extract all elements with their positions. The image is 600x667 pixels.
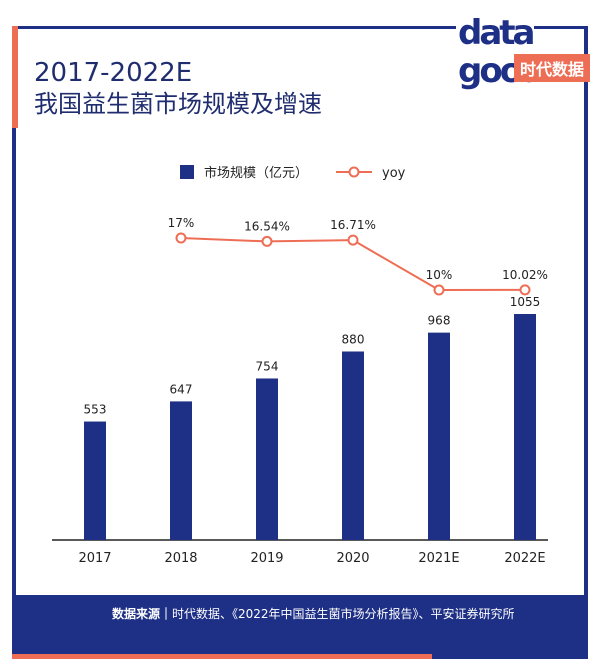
yoy-point-2022E (519, 284, 531, 296)
bar-2017 (84, 421, 106, 540)
bar-label-2021E: 968 (428, 314, 451, 328)
bar-series (84, 314, 536, 540)
chart-title: 2017-2022E 我国益生菌市场规模及增速 (34, 58, 322, 120)
source-label: 数据来源｜ (112, 607, 173, 621)
accent-bar (12, 26, 18, 128)
bar-label-2018: 647 (170, 382, 193, 396)
legend-line-label: yoy (382, 166, 406, 181)
logo-brand-box (514, 54, 590, 82)
title-line-1: 2017-2022E (34, 58, 193, 88)
yoy-label-2021E: 10% (426, 268, 453, 282)
frame-top-border (12, 26, 588, 29)
legend-bar-label: 市场规模（亿元） (204, 165, 308, 181)
logo-brand-text: 时代数据 (520, 60, 584, 79)
logo-word-top: data (458, 13, 534, 53)
bottom-accent-strip (12, 654, 432, 659)
bar-2018 (170, 401, 192, 540)
x-tick-labels: 2017 2018 2019 2020 2021E 2022E (78, 551, 545, 566)
bar-2020 (342, 351, 364, 540)
legend-line-marker (348, 166, 360, 178)
yoy-line (180, 237, 526, 292)
bar-value-labels: 553 647 754 880 968 1055 (84, 295, 541, 417)
x-tick-2017: 2017 (78, 551, 111, 566)
x-tick-2018: 2018 (164, 551, 197, 566)
bar-label-2019: 754 (256, 359, 279, 373)
bar-label-2022E: 1055 (510, 295, 541, 309)
x-tick-2021E: 2021E (418, 551, 459, 566)
footer: 数据来源｜时代数据、《2022年中国益生菌市场分析报告》、平安证券研究所 (12, 595, 588, 654)
frame-left-border (12, 26, 16, 598)
bar-2022E (514, 314, 536, 540)
yoy-label-2019: 16.54% (244, 219, 290, 233)
legend-bar-swatch (180, 165, 194, 179)
legend: 市场规模（亿元） yoy (180, 165, 406, 181)
bar-label-2017: 553 (84, 403, 107, 417)
bar-2021E (428, 332, 450, 540)
yoy-label-2022E: 10.02% (502, 268, 548, 282)
yoy-label-2020: 16.71% (330, 218, 376, 232)
x-tick-2022E: 2022E (504, 551, 545, 566)
bar-2019 (256, 378, 278, 540)
title-line-2: 我国益生菌市场规模及增速 (34, 90, 322, 118)
x-tick-2019: 2019 (250, 551, 283, 566)
frame-right-border (584, 26, 588, 598)
x-tick-2020: 2020 (336, 551, 369, 566)
yoy-label-2018: 17% (168, 216, 195, 230)
bottom-navy-strip (432, 654, 588, 659)
yoy-point-2019 (261, 235, 273, 247)
source-text: 时代数据、《2022年中国益生菌市场分析报告》、平安证券研究所 (172, 607, 515, 621)
yoy-point-2020 (347, 234, 359, 246)
yoy-series: 17% 16.54% 16.71% 10% 10.02% (168, 216, 548, 296)
yoy-point-2018 (175, 232, 187, 244)
yoy-point-2021E (433, 284, 445, 296)
source-note: 数据来源｜时代数据、《2022年中国益生菌市场分析报告》、平安证券研究所 (112, 605, 552, 624)
datagood-logo: data good 时代数据 (456, 6, 590, 92)
bar-label-2020: 880 (342, 332, 365, 346)
